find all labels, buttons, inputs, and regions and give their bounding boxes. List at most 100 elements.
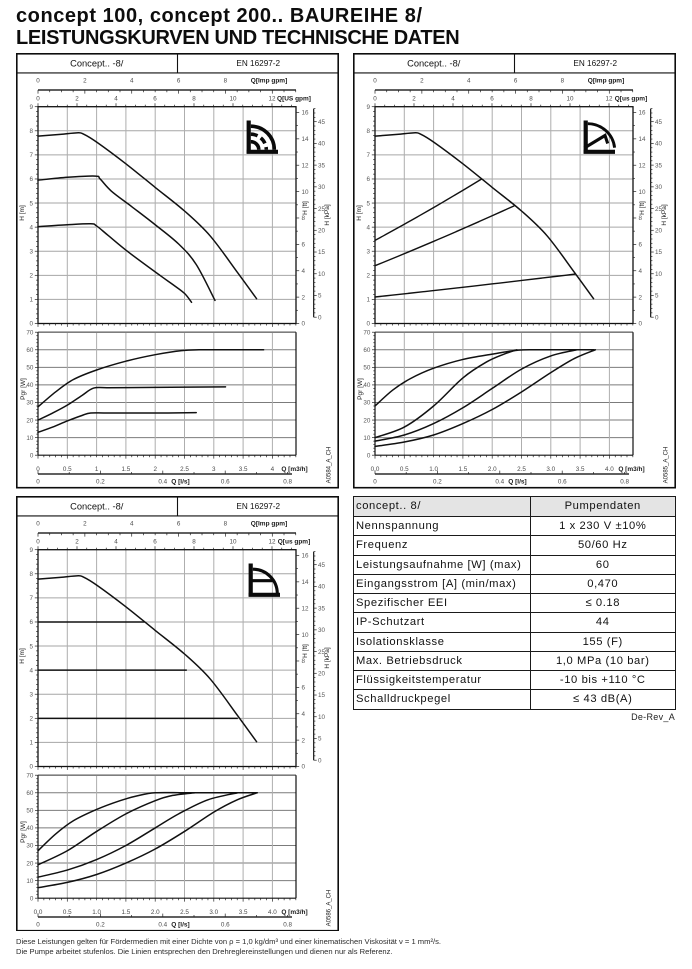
svg-text:9: 9 — [29, 546, 33, 553]
svg-text:10: 10 — [566, 96, 574, 103]
svg-text:Q [l/s]: Q [l/s] — [171, 921, 189, 928]
svg-text:4: 4 — [129, 78, 133, 85]
svg-text:0: 0 — [29, 321, 33, 328]
svg-text:2: 2 — [75, 96, 79, 103]
svg-text:0: 0 — [29, 453, 33, 460]
svg-text:14: 14 — [638, 136, 646, 143]
svg-text:5: 5 — [318, 735, 322, 742]
svg-text:0: 0 — [36, 538, 40, 545]
svg-text:5: 5 — [29, 643, 33, 650]
svg-text:0: 0 — [366, 453, 370, 460]
svg-text:2: 2 — [153, 466, 157, 473]
svg-text:2: 2 — [29, 715, 33, 722]
svg-text:6: 6 — [638, 242, 642, 249]
svg-text:35: 35 — [318, 163, 326, 170]
svg-text:40: 40 — [318, 141, 326, 148]
svg-text:15: 15 — [318, 250, 326, 257]
svg-text:H [m]: H [m] — [19, 648, 26, 664]
svg-text:0.4: 0.4 — [158, 921, 167, 928]
svg-text:1: 1 — [94, 466, 98, 473]
svg-text:2: 2 — [301, 737, 305, 744]
svg-text:3.5: 3.5 — [575, 466, 584, 473]
svg-text:8: 8 — [223, 78, 227, 85]
svg-text:4.0: 4.0 — [605, 466, 614, 473]
svg-text:A0586_A_CH: A0586_A_CH — [326, 889, 332, 926]
svg-text:H [kPa]: H [kPa] — [661, 204, 668, 226]
svg-text:4: 4 — [638, 268, 642, 275]
svg-text:EN 16297-2: EN 16297-2 — [236, 502, 280, 511]
svg-text:0.5: 0.5 — [62, 466, 71, 473]
svg-text:16: 16 — [638, 110, 646, 117]
svg-text:Q[us gpm]: Q[us gpm] — [277, 538, 310, 545]
svg-text:10: 10 — [301, 189, 309, 196]
svg-text:0: 0 — [29, 763, 33, 770]
svg-text:20: 20 — [26, 860, 34, 867]
svg-text:0: 0 — [301, 763, 305, 770]
svg-text:12: 12 — [301, 605, 309, 612]
svg-text:H [kPa]: H [kPa] — [324, 647, 331, 669]
svg-text:40: 40 — [363, 382, 371, 389]
svg-text:12: 12 — [638, 163, 646, 170]
svg-text:0.8: 0.8 — [283, 921, 292, 928]
svg-text:6: 6 — [176, 78, 180, 85]
svg-text:Q[Imp gpm]: Q[Imp gpm] — [250, 78, 286, 85]
svg-text:1.5: 1.5 — [121, 466, 130, 473]
svg-text:9: 9 — [366, 104, 370, 111]
svg-text:0.2: 0.2 — [96, 921, 105, 928]
svg-text:0: 0 — [655, 315, 659, 322]
svg-text:16: 16 — [301, 552, 309, 559]
svg-text:0.6: 0.6 — [557, 479, 566, 486]
svg-text:4: 4 — [301, 710, 305, 717]
svg-text:0: 0 — [373, 78, 377, 85]
svg-text:0.6: 0.6 — [220, 921, 229, 928]
svg-text:60: 60 — [26, 347, 34, 354]
svg-text:H [kPa]: H [kPa] — [324, 204, 331, 226]
svg-text:8: 8 — [366, 128, 370, 135]
svg-text:Q[Imp gpm]: Q[Imp gpm] — [250, 520, 286, 527]
svg-text:6: 6 — [490, 96, 494, 103]
svg-text:40: 40 — [655, 141, 663, 148]
svg-text:12: 12 — [301, 163, 309, 170]
svg-text:Pgr [W]: Pgr [W] — [20, 820, 27, 842]
svg-text:5: 5 — [29, 201, 33, 208]
svg-text:4: 4 — [270, 466, 274, 473]
svg-text:2.5: 2.5 — [180, 466, 189, 473]
svg-text:0: 0 — [373, 479, 377, 486]
svg-text:70: 70 — [26, 772, 34, 779]
svg-text:0.2: 0.2 — [96, 479, 105, 486]
svg-text:1.0: 1.0 — [92, 909, 101, 916]
svg-text:20: 20 — [26, 418, 34, 425]
svg-text:6: 6 — [29, 176, 33, 183]
svg-text:40: 40 — [318, 583, 326, 590]
svg-text:10: 10 — [318, 271, 326, 278]
svg-text:10: 10 — [229, 538, 237, 545]
svg-text:60: 60 — [26, 789, 34, 796]
svg-text:3.5: 3.5 — [238, 466, 247, 473]
svg-text:12: 12 — [268, 538, 276, 545]
svg-text:35: 35 — [655, 163, 663, 170]
svg-text:70: 70 — [26, 330, 34, 337]
svg-text:4: 4 — [114, 538, 118, 545]
svg-text:15: 15 — [318, 692, 326, 699]
svg-text:2.5: 2.5 — [517, 466, 526, 473]
svg-text:H [m]: H [m] — [356, 205, 363, 221]
svg-text:2: 2 — [83, 78, 87, 85]
svg-text:10: 10 — [363, 435, 371, 442]
svg-text:Q [l/s]: Q [l/s] — [171, 479, 189, 486]
svg-text:0.5: 0.5 — [62, 909, 71, 916]
svg-text:4: 4 — [466, 78, 470, 85]
svg-text:10: 10 — [229, 96, 237, 103]
svg-text:H [ft]: H [ft] — [301, 643, 308, 657]
svg-text:4: 4 — [129, 520, 133, 527]
svg-text:H [ft]: H [ft] — [638, 201, 645, 215]
svg-text:45: 45 — [655, 119, 663, 126]
svg-text:5: 5 — [318, 293, 322, 300]
svg-text:40: 40 — [26, 382, 34, 389]
svg-text:0.0: 0.0 — [33, 909, 42, 916]
svg-text:Q[us gpm]: Q[us gpm] — [614, 96, 647, 103]
svg-text:0.8: 0.8 — [620, 479, 629, 486]
svg-text:3.5: 3.5 — [238, 909, 247, 916]
svg-text:8: 8 — [29, 570, 33, 577]
svg-text:0.4: 0.4 — [158, 479, 167, 486]
svg-text:Q[Imp gpm]: Q[Imp gpm] — [587, 78, 623, 85]
